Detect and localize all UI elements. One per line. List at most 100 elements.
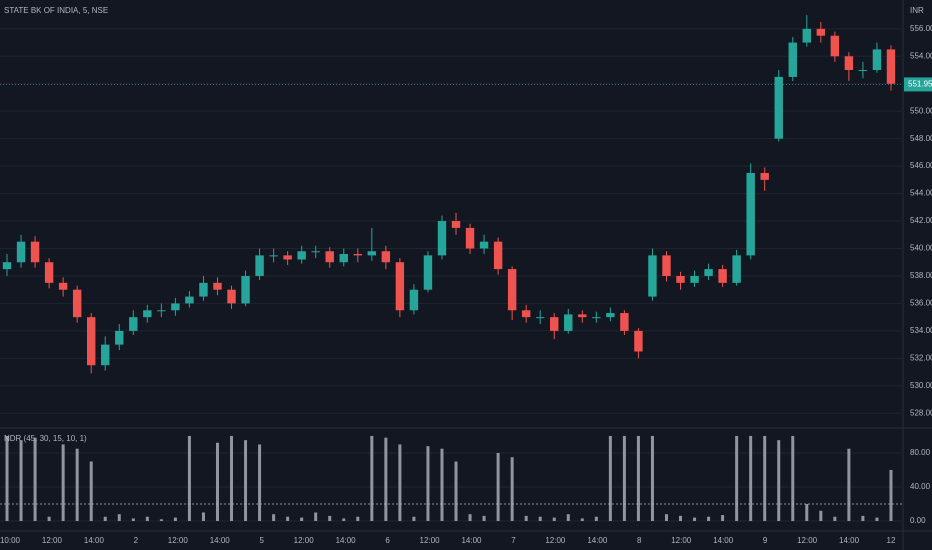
candle-body <box>16 241 26 263</box>
indicator-bar <box>875 517 879 521</box>
indicator-bar <box>384 437 388 521</box>
last-price-label: 551.95 <box>908 80 932 89</box>
indicator-bar <box>19 440 23 521</box>
candle-body <box>381 251 391 263</box>
indicator-bar <box>215 442 219 521</box>
candle-body <box>830 35 840 57</box>
candle-body <box>199 282 208 297</box>
x-tick-label: 2 <box>134 536 139 545</box>
indicator-bar <box>47 516 51 521</box>
candle-body <box>564 314 573 331</box>
x-tick-label: 14:00 <box>713 536 734 545</box>
candle-body <box>479 241 489 249</box>
y-tick-label: 542.00 <box>910 216 932 225</box>
indicator-bar <box>61 444 65 521</box>
x-tick-label: 12:00 <box>797 536 818 545</box>
indicator-name: NDR (45, 30, 15, 10, 1) <box>4 434 87 443</box>
indicator-bar <box>580 518 584 521</box>
indicator-bar <box>286 516 290 521</box>
candle-body <box>255 255 264 276</box>
candle-body <box>676 275 685 283</box>
candle-body <box>858 70 868 72</box>
candle-body <box>507 269 517 311</box>
indicator-bar <box>791 435 795 521</box>
x-tick-label: 12:00 <box>294 536 315 545</box>
candle-body <box>311 251 320 253</box>
indicator-bar <box>496 452 500 521</box>
candle-body <box>521 310 531 318</box>
indicator-bar <box>454 461 458 521</box>
candle-body <box>227 289 236 304</box>
candle-body <box>886 49 896 84</box>
indicator-bar <box>679 515 683 521</box>
indicator-bar <box>777 440 781 521</box>
indicator-bar <box>201 512 205 521</box>
indicator-bar <box>608 435 612 521</box>
x-tick-label: 12:00 <box>420 536 441 545</box>
x-tick-label: 12 <box>887 536 896 545</box>
y-tick-label: 534.00 <box>910 326 932 335</box>
candle-body <box>297 251 306 260</box>
candle-body <box>423 255 433 290</box>
x-tick-label: 10:00 <box>0 536 21 545</box>
y-tick-label: 0.00 <box>910 516 926 525</box>
candle-body <box>395 262 405 311</box>
x-tick-label: 12:00 <box>168 536 189 545</box>
candle-body <box>269 255 278 257</box>
indicator-bar <box>398 444 402 521</box>
indicator-bar <box>819 510 823 521</box>
candle-body <box>171 303 180 311</box>
x-tick-label: 14:00 <box>210 536 231 545</box>
y-tick-label: 80.00 <box>910 448 931 457</box>
indicator-bar <box>524 515 528 521</box>
indicator-bar <box>117 514 121 521</box>
candle-body <box>704 269 713 276</box>
currency: INR <box>910 6 924 15</box>
indicator-bar <box>707 516 711 521</box>
candle-body <box>535 317 545 319</box>
chart-title: STATE BK OF INDIA, 5, NSE <box>4 6 108 15</box>
indicator-bar <box>314 512 318 521</box>
y-tick-label: 554.00 <box>910 51 932 60</box>
y-tick-label: 536.00 <box>910 299 932 308</box>
indicator-bar <box>847 448 851 521</box>
candle-body <box>690 275 699 283</box>
indicator-bar <box>749 435 753 521</box>
indicator-bar <box>440 448 444 521</box>
indicator-bar <box>272 514 276 521</box>
candle-body <box>157 310 166 312</box>
indicator-bar <box>370 435 374 521</box>
indicator-bar <box>636 435 640 521</box>
candle-body <box>746 172 755 256</box>
candle-body <box>409 289 419 311</box>
candle-body <box>465 227 475 249</box>
x-tick-label: 7 <box>511 536 516 545</box>
indicator-bar <box>244 440 248 521</box>
y-tick-label: 532.00 <box>910 353 932 362</box>
indicator-bar <box>468 514 472 521</box>
indicator-bar <box>187 435 191 521</box>
indicator-bar <box>566 514 570 521</box>
candle-body <box>802 28 812 43</box>
y-tick-label: 528.00 <box>910 408 932 417</box>
candle-body <box>816 28 826 36</box>
candle-body <box>213 282 222 290</box>
candle-body <box>718 269 727 283</box>
indicator-bar <box>833 516 837 521</box>
indicator-bar <box>33 437 37 521</box>
x-tick-label: 14:00 <box>336 536 357 545</box>
indicator-bar <box>426 446 430 521</box>
candle-body <box>325 251 334 263</box>
indicator-bar <box>258 444 262 521</box>
candle-body <box>760 172 769 180</box>
x-tick-label: 8 <box>637 536 642 545</box>
indicator-bar <box>538 516 542 521</box>
indicator-bar <box>103 516 107 521</box>
indicator-bar <box>300 517 304 521</box>
x-tick-label: 12:00 <box>671 536 692 545</box>
candle-body <box>115 330 124 345</box>
indicator-bar <box>5 435 9 521</box>
indicator-bar <box>356 516 360 521</box>
y-tick-label: 544.00 <box>910 189 932 198</box>
